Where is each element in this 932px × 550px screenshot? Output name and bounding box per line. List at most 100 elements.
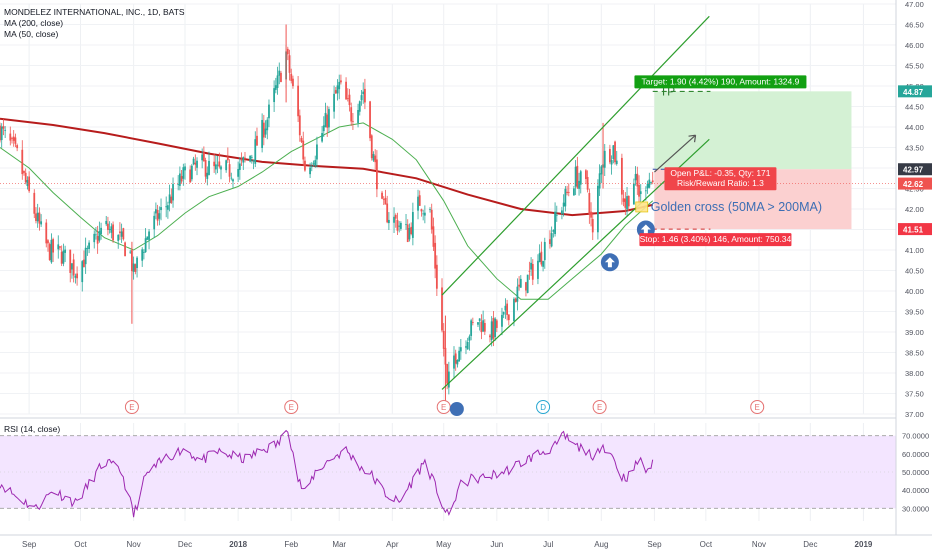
candle-body (417, 196, 419, 211)
earnings-marker[interactable]: E (592, 400, 607, 414)
candle-body (328, 109, 330, 128)
candle-body (638, 184, 640, 197)
price-tag-bg (898, 163, 932, 176)
candle-body (507, 314, 510, 321)
time-tick-label: May (436, 540, 451, 549)
candle-body (405, 224, 407, 226)
price-tick-label: 45.50 (905, 62, 924, 71)
time-tick-label: Jun (490, 540, 503, 549)
candle-body (266, 119, 269, 131)
price-tick-label: 43.50 (905, 144, 924, 153)
candle-body (386, 203, 389, 223)
candle-body (387, 219, 390, 224)
candle-body (352, 120, 354, 122)
candle-body (369, 101, 371, 139)
candle-body (132, 263, 135, 272)
candle-body (492, 317, 495, 339)
price-tick-label: 37.00 (905, 410, 924, 419)
candle-body (550, 233, 553, 247)
rsi-legend[interactable]: RSI (14, close) (4, 424, 61, 434)
candle-body (561, 210, 563, 214)
candle-body (304, 160, 306, 171)
candle-body (35, 213, 37, 221)
candle-body (578, 180, 580, 189)
dividend-marker[interactable]: D (536, 400, 551, 414)
earnings-marker[interactable]: E (284, 400, 299, 414)
channel-upper-line[interactable] (441, 15, 710, 296)
candle-body (254, 139, 257, 164)
candle-body (525, 282, 527, 291)
rsi-tick-label: 30.0000 (902, 504, 929, 513)
candle-body (514, 298, 517, 303)
candle-body (622, 198, 625, 202)
price-tick-label: 46.50 (905, 21, 924, 30)
time-tick-label: Apr (386, 540, 399, 549)
profit-zone (654, 91, 852, 170)
candle-body (136, 257, 138, 269)
candle-body (23, 170, 25, 173)
candle-body (0, 125, 1, 141)
candle-body (144, 238, 147, 253)
candle-body (36, 212, 39, 222)
candle-body (134, 264, 137, 272)
candle-body (238, 163, 241, 170)
candle-body (88, 242, 90, 249)
candle-body (93, 233, 96, 243)
candle-body (586, 177, 589, 190)
candle-body (76, 273, 78, 279)
candle-body (579, 171, 582, 185)
candle-body (112, 224, 114, 241)
rsi-panel (0, 417, 896, 518)
candle-body (201, 154, 204, 161)
time-tick-label: Dec (803, 540, 817, 549)
candle-body (95, 234, 97, 236)
price-tick-label: 38.50 (905, 349, 924, 358)
candle-body (105, 220, 108, 225)
price-tick-label: 39.00 (905, 328, 924, 337)
candle-body (447, 371, 450, 388)
candle-body (537, 260, 539, 279)
rsi-tick-label: 40.0000 (902, 486, 929, 495)
candle-body (456, 360, 459, 365)
candle-body (490, 321, 493, 341)
candle-body (600, 166, 603, 175)
candle-body (226, 157, 229, 161)
legend: MONDELEZ INTERNATIONAL, INC., 1D, BATS M… (4, 7, 185, 40)
time-tick-label: Dec (178, 540, 192, 549)
candle-body (543, 241, 546, 261)
candle-body (441, 287, 443, 331)
earnings-marker[interactable]: E (750, 400, 765, 414)
candle-body (256, 135, 258, 146)
candle-body (202, 152, 205, 161)
ma200-legend[interactable]: MA (200, close) (4, 18, 64, 28)
candle-body (0, 126, 3, 141)
candle-body (376, 159, 378, 190)
candle-body (567, 191, 570, 193)
candle-body (71, 263, 73, 270)
candle-body (156, 209, 159, 221)
earnings-marker[interactable]: E (124, 400, 139, 414)
candle-body (192, 158, 195, 165)
candle-body (280, 72, 282, 82)
candle-body (338, 81, 341, 90)
candle-body (218, 161, 221, 167)
event-marker-label: E (129, 403, 134, 412)
candle-body (122, 228, 125, 240)
candle-body (408, 227, 411, 240)
candle-body (84, 247, 87, 265)
candle-body (274, 85, 277, 90)
candle-body (480, 321, 483, 333)
replay-badge-icon[interactable] (449, 402, 464, 416)
candle-body (429, 209, 431, 210)
event-marker-label: E (597, 403, 602, 412)
candle-body (228, 164, 231, 177)
candle-body (384, 197, 387, 205)
ma50-legend[interactable]: MA (50, close) (4, 29, 59, 39)
rsi-line (0, 429, 654, 518)
candle-body (334, 90, 337, 94)
candle-body (370, 135, 373, 159)
candle-body (562, 202, 565, 207)
candle-body (519, 278, 522, 288)
earnings-marker[interactable]: E (436, 400, 451, 414)
